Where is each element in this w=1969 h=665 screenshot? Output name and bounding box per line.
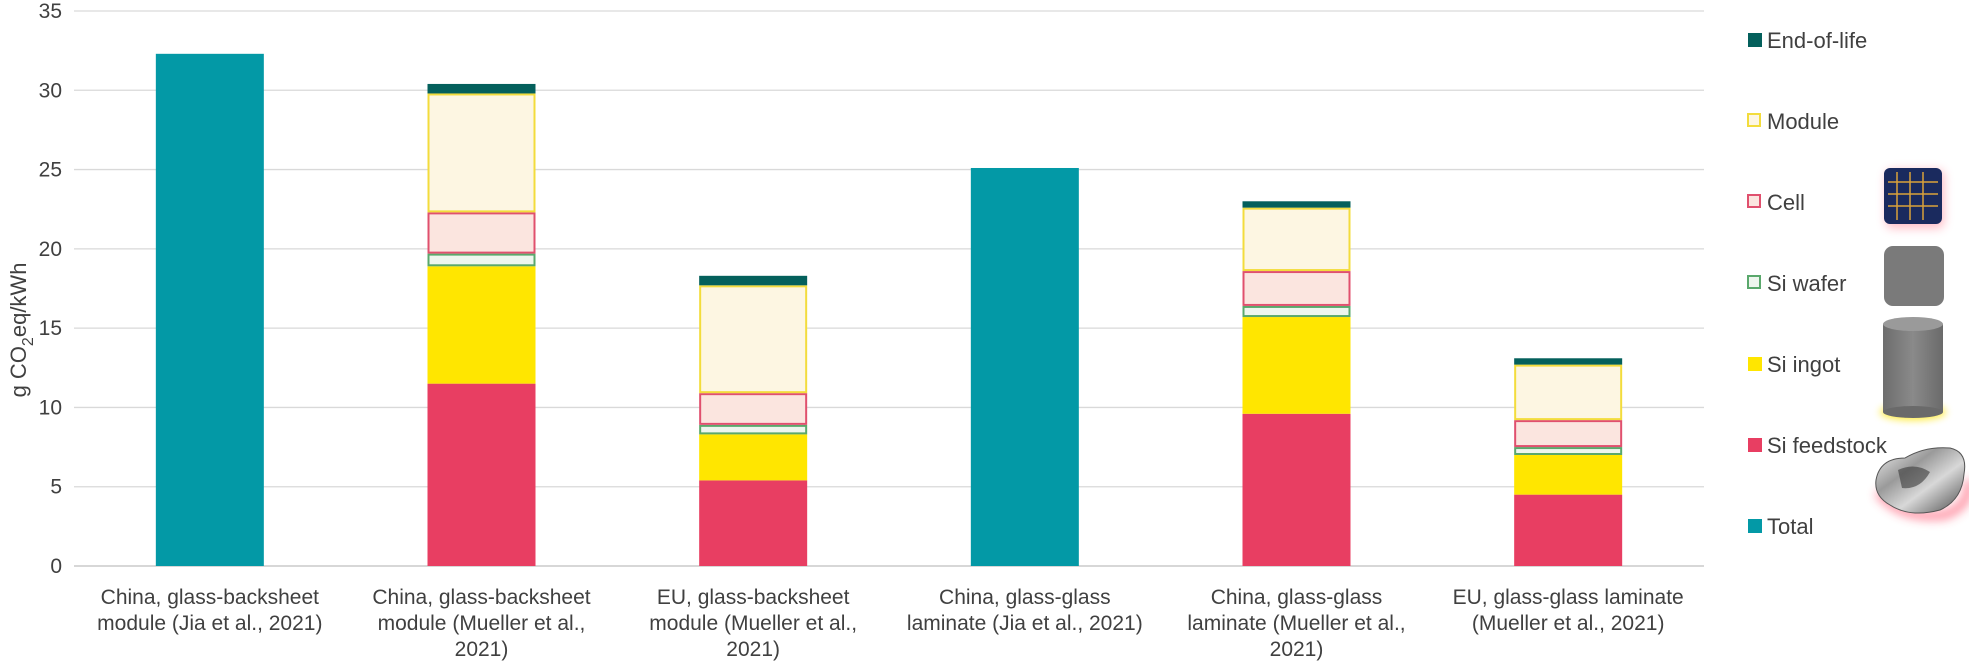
bar-segment-si-wafer bbox=[427, 253, 536, 267]
bar-segment-si-wafer bbox=[699, 424, 808, 435]
x-category-label-line: laminate (Jia et al., 2021) bbox=[907, 612, 1143, 635]
legend-swatch bbox=[1747, 194, 1761, 208]
bar-segment-si-feedstock bbox=[1242, 413, 1351, 566]
y-tick-label: 5 bbox=[50, 476, 62, 499]
bar-segment-total bbox=[155, 53, 264, 567]
legend-label: Si wafer bbox=[1767, 271, 1846, 296]
x-category-label-line: China, glass-backsheet bbox=[372, 586, 590, 609]
bar-stack bbox=[155, 53, 264, 567]
legend: End-of-life Module Cell Si wafer Si ingot Si … bbox=[1747, 28, 1888, 539]
legend-swatch bbox=[1748, 33, 1762, 47]
solar-cell-icon bbox=[1884, 168, 1944, 228]
legend-label: Si ingot bbox=[1767, 352, 1840, 377]
bar-segment-cell bbox=[699, 393, 808, 425]
y-axis-label-subscript: 2 bbox=[20, 337, 37, 346]
legend-item-si-ingot: Si ingot bbox=[1748, 352, 1840, 377]
bar-segment-end-of-life bbox=[1514, 358, 1623, 365]
x-category-label-line: China, glass-glass bbox=[939, 586, 1111, 609]
legend-swatch bbox=[1748, 438, 1762, 452]
legend-label: Module bbox=[1767, 109, 1839, 134]
bar-segment-cell bbox=[1242, 271, 1351, 306]
x-category-label-line: EU, glass-glass laminate bbox=[1453, 586, 1684, 609]
x-category-label-line: EU, glass-backsheet bbox=[657, 586, 850, 609]
x-axis-categories: China, glass-backsheet module (Jia et al.… bbox=[97, 586, 1684, 661]
y-axis-label-part: eq/kWh bbox=[6, 263, 31, 338]
y-tick-label: 25 bbox=[39, 159, 62, 182]
legend-label: Total bbox=[1767, 514, 1813, 539]
legend-swatch bbox=[1748, 519, 1762, 533]
gridlines bbox=[74, 10, 1704, 567]
bar-segment-si-wafer bbox=[1514, 447, 1623, 456]
y-tick-label: 15 bbox=[39, 317, 62, 340]
x-category-label: China, glass-glass laminate (Jia et al., … bbox=[907, 586, 1143, 635]
x-category-label: EU, glass-backsheet module (Mueller et al… bbox=[649, 586, 857, 661]
legend-item-module: Module bbox=[1747, 109, 1839, 134]
bar-segment-end-of-life bbox=[427, 83, 536, 94]
y-axis-ticks: 0 5 10 15 20 25 30 35 bbox=[39, 0, 62, 578]
legend-swatch bbox=[1747, 113, 1761, 127]
x-category-label-line: China, glass-backsheet bbox=[101, 586, 319, 609]
bar-stack bbox=[427, 83, 536, 566]
bar-segment-si-ingot bbox=[1242, 317, 1351, 414]
y-tick-label: 0 bbox=[50, 555, 62, 578]
bar-segment-cell bbox=[1514, 420, 1623, 448]
bar-segment-module bbox=[1514, 364, 1623, 421]
bar-segment-si-feedstock bbox=[1514, 494, 1623, 566]
bar-segment-si-ingot bbox=[1514, 455, 1623, 495]
x-category-label: EU, glass-glass laminate (Mueller et al.,… bbox=[1453, 586, 1684, 635]
x-category-label-line: (Mueller et al., 2021) bbox=[1472, 612, 1665, 635]
legend-label: Cell bbox=[1767, 190, 1805, 215]
x-category-label: China, glass-backsheet module (Jia et al.… bbox=[97, 586, 322, 635]
silicon-feedstock-icon bbox=[1874, 447, 1969, 520]
legend-item-total: Total bbox=[1748, 514, 1813, 539]
bar-segment-module bbox=[699, 285, 808, 394]
y-tick-label: 20 bbox=[39, 238, 62, 261]
y-tick-label: 10 bbox=[39, 396, 62, 419]
bars bbox=[155, 53, 1623, 567]
bar-stack bbox=[1242, 201, 1351, 566]
legend-label: Si feedstock bbox=[1767, 433, 1888, 458]
legend-label: End-of-life bbox=[1767, 28, 1867, 53]
bar-segment-module bbox=[427, 93, 536, 213]
x-category-label-line: 2021) bbox=[455, 638, 509, 661]
bar-stack bbox=[1514, 358, 1623, 566]
legend-item-cell: Cell bbox=[1747, 190, 1805, 215]
bar-segment-end-of-life bbox=[699, 275, 808, 286]
bar-stack bbox=[970, 167, 1079, 566]
legend-item-si-feedstock: Si feedstock bbox=[1748, 433, 1888, 458]
bar-segment-si-ingot bbox=[699, 434, 808, 481]
x-category-label-line: module (Mueller et al., bbox=[378, 612, 586, 635]
x-category-label-line: 2021) bbox=[726, 638, 780, 661]
legend-swatch bbox=[1748, 357, 1762, 371]
y-tick-label: 35 bbox=[39, 0, 62, 23]
bar-segment-total bbox=[970, 167, 1079, 566]
legend-item-si-wafer: Si wafer bbox=[1747, 271, 1846, 296]
legend-swatch bbox=[1747, 275, 1761, 289]
bar-segment-si-feedstock bbox=[427, 383, 536, 566]
legend-item-end-of-life: End-of-life bbox=[1748, 28, 1867, 53]
x-category-label-line: laminate (Mueller et al., bbox=[1187, 612, 1405, 635]
x-category-label-line: module (Jia et al., 2021) bbox=[97, 612, 322, 635]
x-category-label: China, glass-glass laminate (Mueller et a… bbox=[1187, 586, 1405, 661]
bar-stack bbox=[699, 275, 808, 566]
x-category-label: China, glass-backsheet module (Mueller et… bbox=[372, 586, 590, 661]
silicon-ingot-icon bbox=[1880, 317, 1946, 420]
x-category-label-line: China, glass-glass bbox=[1211, 586, 1383, 609]
x-category-label-line: module (Mueller et al., bbox=[649, 612, 857, 635]
bar-segment-si-wafer bbox=[1242, 305, 1351, 318]
y-axis-label-part: g CO bbox=[6, 346, 31, 397]
bar-segment-end-of-life bbox=[1242, 201, 1351, 208]
y-tick-label: 30 bbox=[39, 79, 62, 102]
bar-segment-si-ingot bbox=[427, 266, 536, 384]
y-axis-label: g CO2eq/kWh bbox=[6, 263, 37, 398]
bar-segment-module bbox=[1242, 207, 1351, 272]
x-category-label-line: 2021) bbox=[1270, 638, 1324, 661]
bar-segment-si-feedstock bbox=[699, 480, 808, 566]
bar-segment-cell bbox=[427, 212, 536, 254]
silicon-wafer-icon bbox=[1884, 246, 1944, 306]
